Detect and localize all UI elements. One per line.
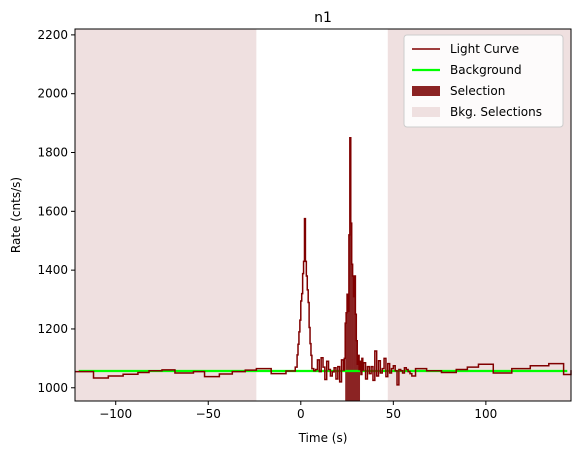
light-curve-layer bbox=[75, 137, 572, 386]
x-axis-label: Time (s) bbox=[298, 431, 348, 445]
y-tick-label: 2200 bbox=[37, 28, 68, 42]
y-tick-label: 1800 bbox=[37, 146, 68, 160]
y-axis-ticks: 1000 1200 1400 1600 1800 2000 2200 bbox=[37, 28, 75, 395]
legend-label: Background bbox=[450, 63, 522, 77]
selection-band bbox=[345, 371, 361, 401]
selection-bin bbox=[350, 223, 353, 372]
legend-swatch bbox=[412, 107, 440, 117]
selection-bin bbox=[347, 294, 349, 372]
selection-bin bbox=[349, 137, 352, 372]
x-tick-label: 50 bbox=[386, 407, 401, 421]
selection-bin bbox=[353, 296, 355, 372]
plot-frame bbox=[74, 28, 572, 402]
selection-bin bbox=[346, 312, 348, 372]
selection-bin bbox=[352, 276, 354, 372]
light-curve-line bbox=[75, 137, 572, 386]
x-tick-label: −50 bbox=[196, 407, 221, 421]
x-axis-ticks: −100 −50 0 50 100 bbox=[99, 401, 497, 421]
legend-label: Bkg. Selections bbox=[450, 105, 542, 119]
x-tick-label: −100 bbox=[99, 407, 132, 421]
y-tick-label: 2000 bbox=[37, 87, 68, 101]
x-tick-label: 0 bbox=[297, 407, 305, 421]
y-axis-label: Rate (cnts/s) bbox=[9, 177, 23, 253]
x-tick-label: 100 bbox=[474, 407, 497, 421]
legend-swatch bbox=[412, 86, 440, 96]
bkg-selection-0 bbox=[75, 29, 257, 401]
selection-bin bbox=[357, 364, 359, 372]
y-tick-label: 1600 bbox=[37, 204, 68, 218]
legend-box bbox=[403, 34, 564, 128]
y-tick-label: 1200 bbox=[37, 322, 68, 336]
selection-bin bbox=[351, 264, 354, 372]
legend: Light Curve Background Selection Bkg. Selec… bbox=[403, 34, 564, 128]
selection-bin bbox=[355, 314, 357, 372]
legend-label: Light Curve bbox=[450, 42, 519, 56]
y-tick-label: 1400 bbox=[37, 263, 68, 277]
legend-label: Selection bbox=[450, 84, 505, 98]
y-tick-label: 1000 bbox=[37, 381, 68, 395]
selection-bin bbox=[354, 276, 356, 372]
selection-bin bbox=[347, 311, 350, 372]
chart-title: n1 bbox=[314, 10, 332, 26]
